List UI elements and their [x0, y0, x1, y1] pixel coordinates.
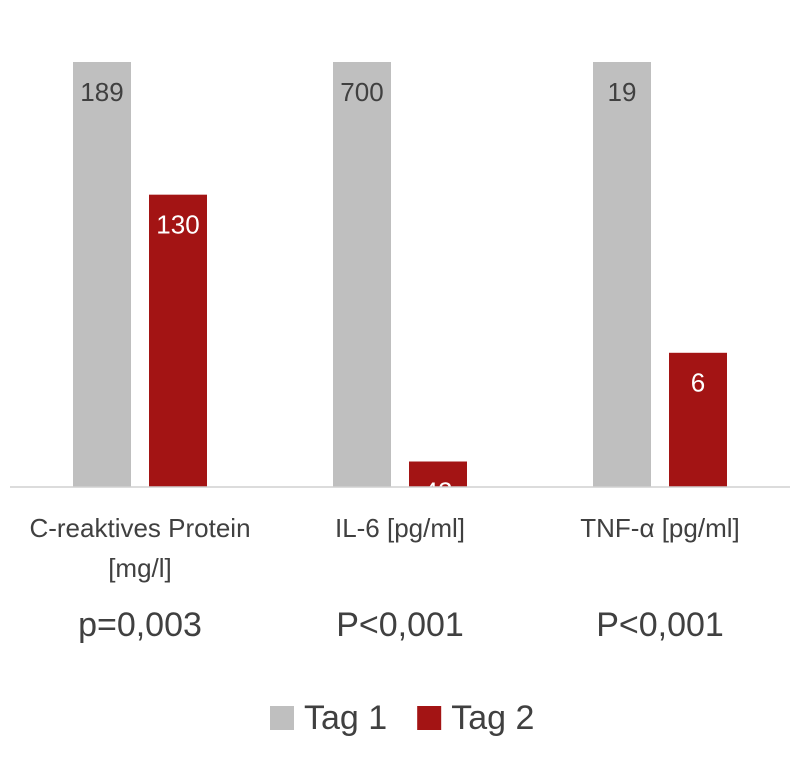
legend-label: Tag 1: [304, 699, 387, 737]
annotation: P<0,001: [336, 606, 464, 644]
bar: [333, 62, 391, 487]
bar: [669, 352, 727, 487]
legend-label: Tag 2: [451, 699, 534, 737]
data-label: 19: [608, 77, 637, 107]
annotation: p=0,003: [78, 606, 202, 644]
bar: [593, 62, 651, 487]
bar: [73, 62, 131, 487]
bar: [149, 194, 207, 488]
bar: [409, 461, 467, 487]
x-tick-label: C-reaktives Protein [mg/l]: [29, 513, 251, 583]
x-tick-label: IL-6 [pg/ml]: [334, 513, 466, 543]
x-tick-label: TNF-α [pg/ml]: [580, 513, 740, 543]
data-label: 42: [424, 476, 453, 506]
data-label: 700: [340, 77, 383, 107]
data-label: 6: [691, 368, 705, 398]
data-label: 189: [80, 77, 123, 107]
data-label: 130: [156, 210, 199, 240]
legend-swatch: [270, 706, 294, 730]
annotation: P<0,001: [596, 606, 724, 644]
legend-swatch: [417, 706, 442, 730]
